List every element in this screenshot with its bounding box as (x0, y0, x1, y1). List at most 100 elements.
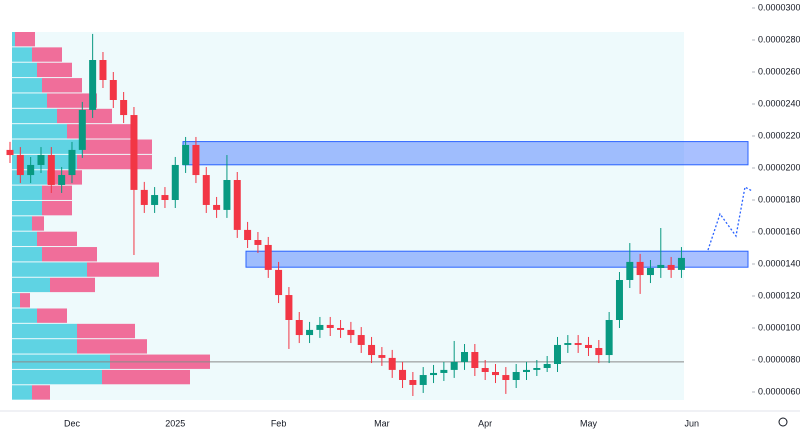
candle-body (109, 80, 117, 100)
candle-body (657, 264, 665, 268)
candle-body (89, 60, 97, 110)
y-tick-label: 0.00003000 (758, 2, 800, 12)
candle-body (295, 320, 303, 336)
profile-sell (50, 277, 95, 293)
candle-body (461, 352, 469, 362)
candle-body (615, 280, 623, 320)
candle-body (326, 324, 334, 328)
candle-body (419, 375, 427, 385)
profile-sell (37, 308, 67, 323)
profile-sell (32, 216, 44, 231)
candle-body (182, 144, 190, 165)
profile-sell (42, 200, 72, 216)
candle-body (47, 155, 55, 185)
candle-body (543, 364, 551, 368)
candle-body (677, 257, 685, 270)
candle-body (481, 368, 489, 372)
candle-body (244, 229, 252, 240)
candle-body (667, 264, 675, 270)
profile-sell (77, 154, 152, 170)
candle-body (564, 343, 572, 345)
profile-buy (12, 139, 82, 154)
profile-buy (12, 78, 42, 93)
candle-body (595, 348, 603, 356)
candle-body (646, 268, 654, 276)
candle-body (264, 244, 272, 270)
profile-sell (77, 339, 147, 354)
x-tick-label: Dec (64, 418, 81, 428)
candle-body (140, 189, 148, 205)
candle-body (27, 164, 35, 176)
candle-body (553, 344, 561, 364)
profile-buy (12, 185, 42, 200)
profile-buy (12, 62, 37, 78)
x-tick-label: Mar (374, 418, 390, 428)
candle-body (450, 361, 458, 370)
candle-body (275, 269, 283, 296)
profile-buy (12, 247, 42, 262)
candle-body (306, 329, 314, 336)
profile-buy (12, 339, 77, 354)
candle-body (430, 372, 438, 376)
candle-body (316, 324, 324, 330)
candle-body (285, 295, 293, 320)
candle-body (161, 195, 169, 200)
zone (245, 250, 749, 268)
candle-body (636, 261, 644, 276)
candle-body (130, 115, 138, 190)
profile-buy (12, 108, 57, 124)
candle-body (192, 144, 200, 176)
profile-sell (102, 369, 190, 385)
profile-buy (12, 47, 32, 62)
candle-body (523, 369, 530, 372)
profile-sell (32, 47, 62, 62)
candle-body (368, 344, 376, 356)
volume-profile (12, 32, 210, 400)
candle-body (78, 109, 86, 150)
profile-buy (12, 32, 15, 47)
projection (707, 185, 753, 251)
x-tick-label: May (580, 418, 598, 428)
candle-body (357, 335, 365, 345)
settings-icon[interactable] (778, 417, 788, 427)
candle-body (223, 180, 231, 210)
candle-body (151, 195, 159, 205)
zones (12, 141, 749, 363)
profile-sell (47, 93, 97, 108)
candle-body (471, 352, 479, 368)
profile-sell (87, 262, 159, 277)
profile-sell (67, 124, 137, 139)
candle-body (512, 372, 520, 380)
candle-body (68, 149, 76, 176)
candle-body (347, 329, 355, 336)
zone (182, 141, 749, 166)
profile-buy (12, 200, 42, 216)
candle-body (584, 344, 592, 348)
profile-sell (42, 247, 97, 262)
profile-buy (12, 385, 32, 400)
candle-body (16, 155, 24, 176)
profile-buy (12, 293, 20, 308)
candle-body (492, 372, 500, 376)
profile-buy (12, 231, 37, 247)
profile-buy (12, 262, 87, 277)
candle-body (202, 175, 210, 205)
candle-body (440, 369, 448, 373)
candle-body (233, 180, 241, 230)
candle-body (37, 155, 45, 165)
candle-body (378, 355, 386, 358)
candle-body (533, 368, 541, 370)
candle-body (6, 149, 14, 156)
candles (6, 33, 685, 396)
